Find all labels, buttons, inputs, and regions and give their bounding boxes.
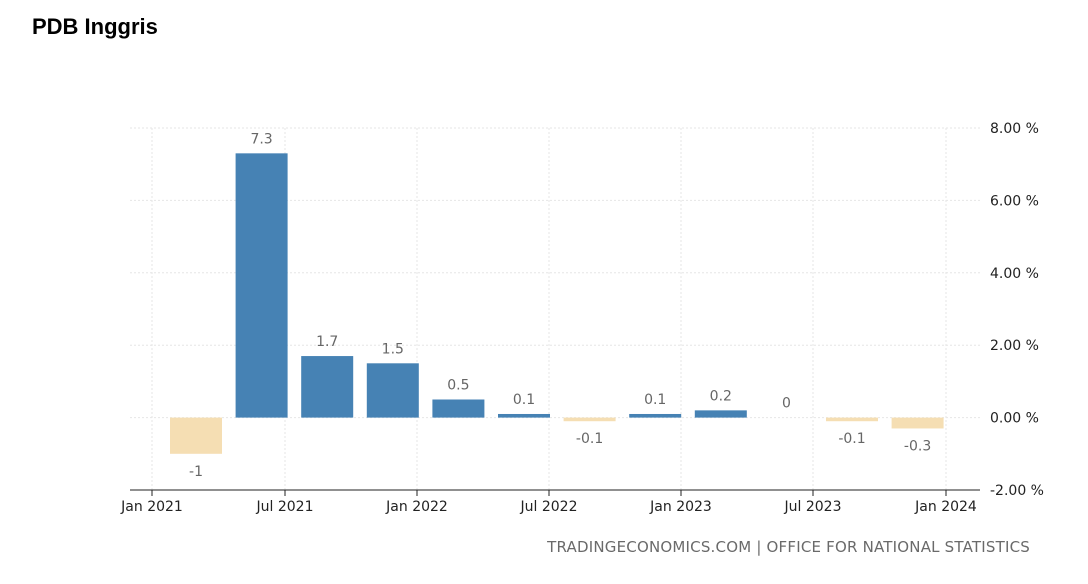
y-tick-label: 8.00 % — [990, 121, 1039, 137]
bar — [235, 153, 288, 418]
bar — [629, 413, 682, 418]
bar — [826, 417, 878, 422]
x-tick-label: Jul 2023 — [784, 499, 842, 515]
bar — [891, 417, 944, 429]
data-label: -1 — [189, 464, 203, 480]
x-tick-label: Jan 2022 — [385, 499, 448, 515]
chart-title: PDB Inggris — [32, 14, 158, 39]
x-tick-label: Jan 2021 — [120, 499, 183, 515]
data-label: -0.3 — [904, 438, 931, 454]
bars — [170, 153, 944, 454]
bar — [563, 417, 616, 422]
bar — [498, 413, 550, 418]
data-label: 7.3 — [250, 131, 272, 147]
bar — [301, 356, 354, 418]
bar — [366, 363, 419, 418]
x-axis: Jan 2021 Jul 2021 Jan 2022 Jul 2022 Jan 2023… — [120, 489, 980, 515]
x-tick-label: Jan 2023 — [649, 499, 712, 515]
data-label: -0.1 — [576, 431, 603, 447]
y-tick-label: 6.00 % — [990, 193, 1039, 209]
data-label: 1.7 — [316, 334, 338, 350]
data-label: 0.1 — [644, 392, 666, 408]
bar — [694, 410, 747, 418]
y-tick-label: 4.00 % — [990, 266, 1039, 282]
y-tick-label: -2.00 % — [990, 483, 1044, 499]
source-credit: TRADINGECONOMICS.COM | OFFICE FOR NATION… — [547, 538, 1030, 556]
y-axis-tick-labels: 8.00 % 6.00 % 4.00 % 2.00 % 0.00 % -2.00 % — [990, 121, 1044, 499]
data-label: 0.2 — [710, 388, 732, 404]
y-tick-label: 2.00 % — [990, 338, 1039, 354]
bar — [170, 417, 222, 454]
data-label: 0 — [782, 396, 791, 412]
y-tick-label: 0.00 % — [990, 411, 1039, 427]
x-tick-label: Jul 2022 — [520, 499, 578, 515]
bar — [432, 399, 485, 418]
data-label: -0.1 — [838, 431, 865, 447]
x-tick-label: Jul 2021 — [256, 499, 314, 515]
data-labels: -1 7.3 1.7 1.5 0.5 0.1 -0.1 0.1 0.2 0 -0.1 -0.3 — [189, 131, 931, 479]
data-label: 0.1 — [513, 392, 535, 408]
data-label: 1.5 — [382, 341, 404, 357]
data-label: 0.5 — [447, 378, 469, 394]
x-tick-label: Jan 2024 — [914, 499, 977, 515]
